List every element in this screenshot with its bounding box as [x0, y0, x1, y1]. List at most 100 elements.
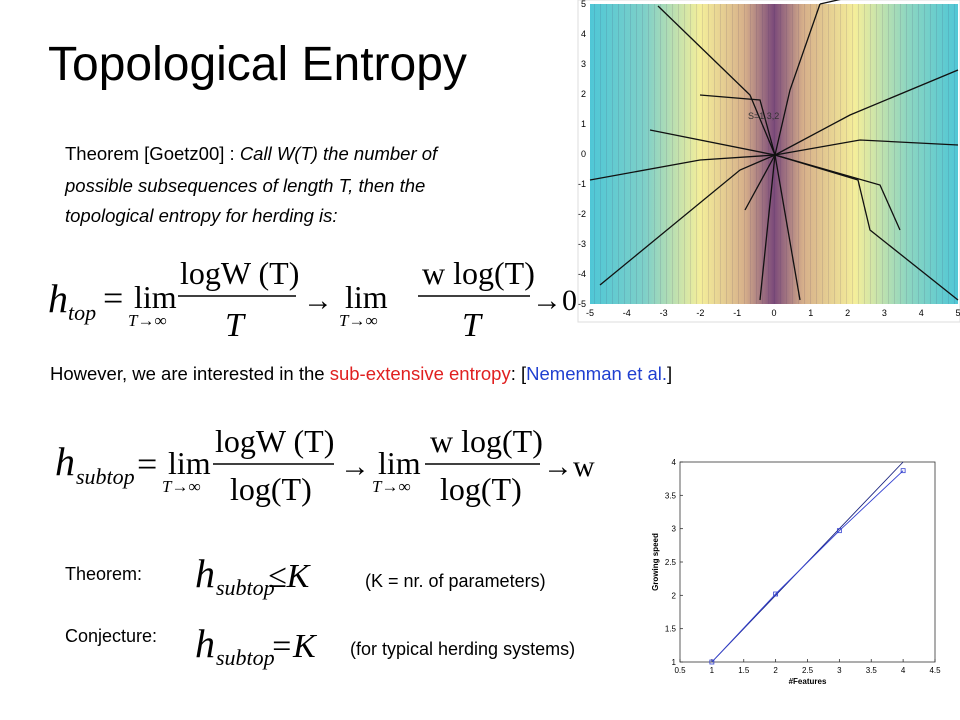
y-tick-label: 1	[581, 119, 586, 129]
data-point	[900, 468, 906, 474]
x-tick-label: 4	[919, 308, 924, 318]
math: T→∞	[372, 477, 411, 496]
conjecture-label: Conjecture:	[65, 626, 157, 646]
x-axis-label: #Features	[789, 677, 827, 686]
equation-1: h top = lim T→∞ logW (T) T → lim T→∞ w l…	[48, 255, 577, 344]
x-tick-label: 0	[771, 308, 776, 318]
x-tick-label: 3.5	[866, 666, 878, 675]
x-tick-label: 3	[882, 308, 887, 318]
theorem-line: possible subsequences of length T, then …	[64, 175, 425, 196]
math: =K	[270, 628, 318, 665]
y-tick-label: 3	[581, 59, 586, 69]
math: subtop	[216, 575, 275, 600]
math: =	[103, 278, 123, 318]
contour-plot: S=1,3,2	[577, 0, 960, 323]
slide-title: Topological Entropy	[48, 38, 467, 91]
x-tick-label: 3	[837, 666, 842, 675]
y-tick-label: 5	[581, 0, 586, 9]
math: h	[195, 621, 215, 666]
math: →0	[532, 284, 577, 317]
x-tick-label: 2	[773, 666, 778, 675]
theorem-formula: h subtop ≤K	[195, 551, 312, 600]
y-tick-label: 3.5	[665, 491, 677, 500]
y-tick-label: 2	[672, 591, 677, 600]
theorem-line: topological entropy for herding is:	[65, 205, 338, 226]
math: lim	[134, 279, 177, 315]
data-point	[709, 659, 715, 665]
math: log(T)	[230, 471, 312, 507]
x-tick-label: -3	[660, 308, 668, 318]
math: =	[137, 444, 157, 484]
y-tick-label: 4	[672, 458, 677, 467]
y-tick-label: 0	[581, 149, 586, 159]
y-tick-label: -4	[578, 269, 586, 279]
y-tick-label: 2.5	[665, 558, 677, 567]
x-tick-label: -5	[586, 308, 594, 318]
y-tick-label: 1.5	[665, 625, 677, 634]
x-tick-label: 5	[955, 308, 960, 318]
math: h	[195, 551, 215, 596]
theorem-note: (K = nr. of parameters)	[365, 571, 546, 591]
math: lim	[168, 445, 211, 481]
math: T→∞	[339, 311, 378, 330]
y-tick-label: 4	[581, 29, 586, 39]
citation: Nemenman et al.	[526, 363, 667, 384]
math: T	[462, 307, 483, 344]
math: T→∞	[162, 477, 201, 496]
text: ]	[667, 363, 672, 384]
math: h	[48, 276, 68, 321]
plot-annotation: S=1,3,2	[748, 111, 779, 121]
text: : [	[511, 363, 526, 384]
math: T→∞	[128, 311, 167, 330]
math: lim	[345, 279, 388, 315]
math: top	[68, 300, 96, 325]
y-axis-label: Growing speed	[651, 533, 660, 591]
x-tick-label: -1	[733, 308, 741, 318]
math: h	[55, 439, 75, 484]
math: w log(T)	[430, 423, 543, 459]
theorem-lead: Theorem [Goetz00] :	[65, 143, 240, 164]
y-tick-label: 2	[581, 89, 586, 99]
partition-lines	[589, 0, 959, 301]
theorem-label: Theorem:	[65, 564, 142, 584]
y-tick-label: 1	[672, 658, 677, 667]
x-tick-label: -2	[696, 308, 704, 318]
x-tick-label: 4.5	[929, 666, 941, 675]
highlight: sub-extensive entropy	[330, 363, 512, 384]
series-line	[711, 470, 904, 663]
x-tick-label: 1	[808, 308, 813, 318]
math: ≤K	[268, 558, 312, 595]
x-tick-label: -4	[623, 308, 631, 318]
math: →	[303, 284, 333, 317]
text: However, we are interested in the	[50, 363, 330, 384]
y-tick-label: -2	[578, 209, 586, 219]
theorem-text: Theorem [Goetz00] : Call W(T) the number…	[65, 143, 439, 164]
math: lim	[378, 445, 421, 481]
math: subtop	[216, 645, 275, 670]
y-tick-label: -1	[578, 179, 586, 189]
x-tick-label: 1	[710, 666, 715, 675]
y-tick-label: 3	[672, 525, 677, 534]
x-tick-label: 2.5	[802, 666, 814, 675]
x-tick-label: 0.5	[674, 666, 686, 675]
math: log(T)	[440, 471, 522, 507]
math: →	[340, 450, 370, 483]
math: T	[225, 307, 246, 344]
data-point	[773, 591, 779, 597]
math: →w	[543, 450, 595, 483]
math: logW (T)	[215, 423, 334, 459]
math: subtop	[76, 464, 135, 489]
x-tick-label: 1.5	[738, 666, 750, 675]
math: logW (T)	[180, 255, 299, 291]
conjecture-formula: h subtop =K	[195, 621, 318, 670]
x-tick-label: 2	[845, 308, 850, 318]
math: w log(T)	[422, 255, 535, 291]
y-tick-label: -5	[578, 299, 586, 309]
equation-2: h subtop = lim T→∞ logW (T) log(T) → lim…	[55, 423, 595, 507]
y-tick-label: -3	[578, 239, 586, 249]
theorem-line: Call W(T) the number of	[240, 143, 439, 164]
conjecture-note: (for typical herding systems)	[350, 639, 575, 659]
data-point	[836, 528, 842, 534]
